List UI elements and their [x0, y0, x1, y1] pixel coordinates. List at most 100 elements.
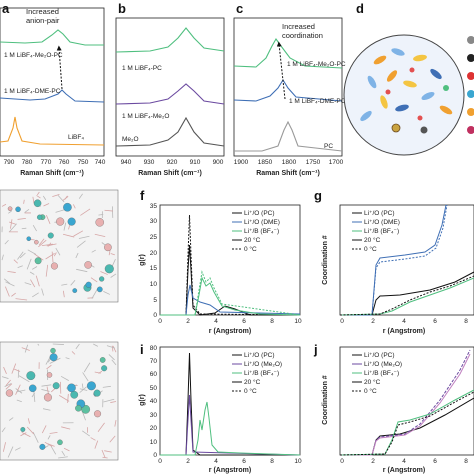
series-label-b-green: 1 M LiBF₄-PC	[122, 65, 162, 72]
legend-sphere	[467, 126, 474, 134]
solvent-bond	[14, 447, 21, 451]
solvent-bond	[3, 278, 11, 284]
solvent-bond	[78, 193, 83, 199]
solvent-bond	[38, 239, 47, 248]
ion-sphere	[43, 393, 52, 402]
solvent-bond	[15, 384, 21, 395]
xtick-a-0: 790	[4, 159, 15, 166]
legend-g-1: Li⁺/O (DME)	[364, 219, 400, 226]
gr-li-b-bf4-i	[160, 401, 301, 456]
panel-label-b: b	[118, 1, 126, 16]
axes-frame-j	[339, 346, 474, 456]
legend-f-3: 20 °C	[244, 236, 261, 244]
panel-i: i g(r) 0 10 20 30 40 50 60 70 80 Li⁺/O (…	[139, 342, 302, 474]
solvent-bond	[62, 233, 75, 238]
xticks-b: 940 930 920 910 900	[121, 159, 224, 166]
solvent-bond	[27, 418, 30, 424]
ion-sphere	[84, 261, 92, 269]
solvent-bond	[82, 372, 89, 382]
spectrum-green-c	[233, 37, 343, 69]
legend-j: Li⁺/O (PC) Li⁺/O (Me₂O) Li⁺/B (BF₄⁻) 20 …	[352, 352, 402, 395]
solvent-bond	[5, 286, 10, 297]
legend-j-1: Li⁺/O (Me₂O)	[364, 361, 402, 368]
solvent-bond	[9, 223, 17, 233]
spectrum-green-b	[115, 27, 225, 53]
ytick-f-2: 10	[150, 281, 158, 288]
panel-label-d: d	[356, 1, 364, 16]
legend-f: Li⁺/O (PC) Li⁺/O (DME) Li⁺/B (BF₄⁻) 20 °…	[232, 210, 280, 253]
xtick-i-5: 10	[294, 458, 302, 465]
solvent-bond	[33, 390, 36, 403]
legend-f-2: Li⁺/B (BF₄⁻)	[244, 228, 279, 235]
legend-g-2: Li⁺/B (BF₄⁻)	[364, 228, 399, 235]
solvent-bond	[26, 426, 35, 435]
spectrum-purple-b	[115, 83, 225, 105]
solvent-bond	[17, 251, 24, 260]
legend-i-1: Li⁺/O (Me₂O)	[244, 361, 282, 368]
solvent-bond	[91, 288, 98, 299]
legend-sphere	[467, 108, 474, 116]
ring-molecule	[391, 123, 401, 133]
solvent-bond	[3, 366, 7, 374]
spectrum-gray-c	[234, 120, 343, 152]
ion-sphere	[96, 286, 103, 293]
xticks-a: 790 780 770 760 750 740	[4, 159, 106, 166]
solvent-bond	[41, 243, 53, 247]
solvent-bond	[68, 225, 71, 230]
molecule-ellipse	[403, 80, 417, 88]
ion-sphere	[56, 217, 65, 226]
solvent-bond	[104, 209, 113, 212]
spectrum-gray-b	[115, 116, 225, 147]
solvent-bond	[106, 345, 116, 349]
solvent-bond	[79, 388, 88, 391]
ion-sphere	[99, 276, 105, 282]
solvent-bond	[23, 199, 25, 204]
ylabel-f: g(r)	[139, 254, 146, 266]
xticks-j: 0 2 4 6 8	[340, 458, 468, 465]
legend-g-3: 20 °C	[364, 236, 381, 244]
solvent-bond	[2, 442, 6, 452]
xticks-c: 1900 1850 1800 1750 1700	[234, 159, 344, 166]
solvent-bond	[21, 347, 30, 351]
solvent-bond	[13, 368, 21, 372]
gr-li-o-me2o-i	[160, 394, 301, 456]
solvent-bond	[53, 252, 57, 257]
solvent-bond	[61, 450, 66, 457]
ion-sphere	[20, 427, 26, 432]
ion-sphere	[34, 239, 39, 245]
ytick-i-7: 70	[150, 358, 158, 365]
solvent-bond	[51, 251, 54, 263]
legend-i-2: Li⁺/B (BF₄⁻)	[244, 370, 279, 377]
solvent-bond	[20, 432, 27, 437]
xtick-i-1: 2	[186, 458, 190, 465]
legend-g-0: Li⁺/O (PC)	[364, 210, 395, 217]
solvent-bond	[103, 398, 115, 403]
ion-sphere	[93, 389, 101, 397]
solvent-bond	[62, 290, 65, 298]
solvent-bond	[29, 271, 35, 275]
solvent-bond	[47, 443, 55, 447]
ion-sphere	[67, 383, 76, 393]
gr-li-b-bf4-0c	[160, 270, 301, 316]
ion-sphere	[63, 202, 72, 212]
solvent-bond	[36, 195, 41, 199]
solvent-bond	[102, 385, 111, 388]
solvent-bond	[108, 354, 115, 361]
solvent-bond	[42, 195, 47, 201]
solvent-bond	[42, 408, 51, 411]
solvent-bond	[111, 345, 114, 352]
ion-sphere	[15, 206, 21, 212]
ytick-i-8: 80	[150, 345, 158, 352]
legend-sphere	[467, 90, 474, 98]
ytick-i-2: 20	[150, 425, 158, 432]
solvent-bond	[24, 208, 30, 213]
solvent-bond	[18, 375, 30, 383]
xtick-j-0: 0	[340, 458, 344, 465]
xtick-b-3: 910	[190, 159, 201, 166]
legend-g: Li⁺/O (PC) Li⁺/O (DME) Li⁺/B (BF₄⁻) 20 °…	[352, 210, 400, 253]
ion-sphere	[86, 381, 96, 391]
solvent-bond	[41, 288, 44, 296]
ion-dot	[443, 85, 449, 91]
ytick-i-4: 40	[150, 398, 158, 405]
